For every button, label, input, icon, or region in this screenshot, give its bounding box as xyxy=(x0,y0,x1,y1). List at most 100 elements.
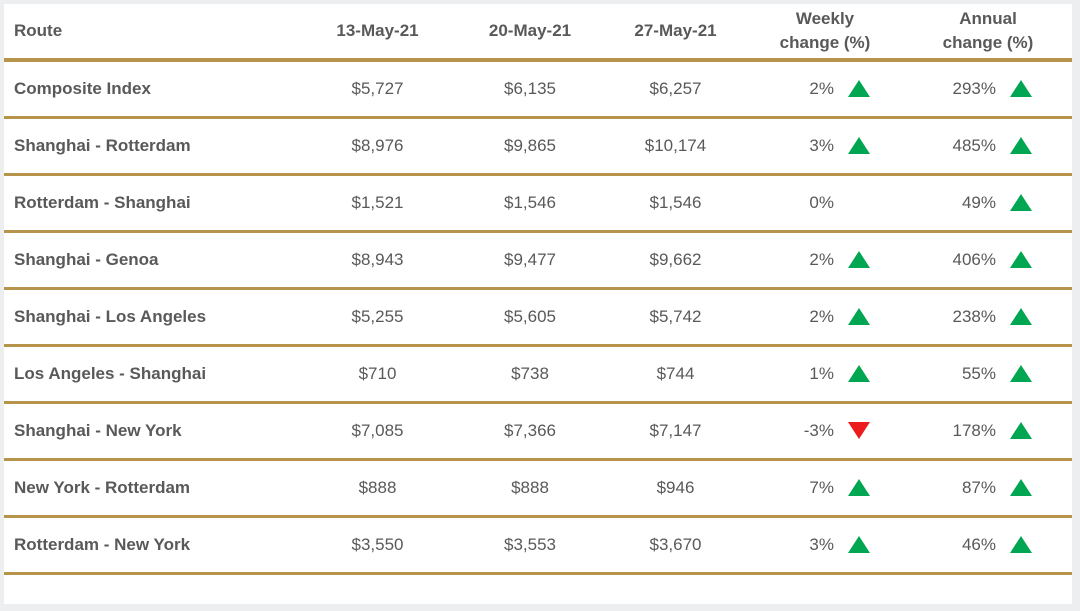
annual-change-cell: 55% xyxy=(904,345,1072,404)
rate-27-may: $5,742 xyxy=(605,288,746,347)
weekly-change-value: 2% xyxy=(809,306,834,326)
up-triangle-icon xyxy=(1010,536,1032,553)
annual-change-group: 178% xyxy=(904,421,1072,441)
weekly-change-cell: -3% xyxy=(746,402,904,461)
route-name: Los Angeles - Shanghai xyxy=(4,345,300,404)
annual-change-group: 46% xyxy=(904,535,1072,555)
rate-20-may: $3,553 xyxy=(455,516,605,575)
column-header-weekly-change: Weekly change (%) xyxy=(746,4,904,62)
weekly-change-value: 0% xyxy=(809,192,834,212)
weekly-change-value: 3% xyxy=(809,135,834,155)
up-triangle-icon xyxy=(1010,251,1032,268)
annual-change-group: 49% xyxy=(904,193,1072,213)
weekly-change-cell: 2% xyxy=(746,288,904,347)
freight-rate-table-card: Route 13-May-21 20-May-21 27-May-21 Week… xyxy=(4,4,1072,604)
route-name: Shanghai - Los Angeles xyxy=(4,288,300,347)
rate-27-may: $3,670 xyxy=(605,516,746,575)
column-header-route: Route xyxy=(4,4,300,62)
annual-change-value: 87% xyxy=(961,477,996,497)
up-triangle-icon xyxy=(1010,137,1032,154)
annual-change-cell: 238% xyxy=(904,288,1072,347)
annual-change-cell: 293% xyxy=(904,60,1072,119)
weekly-change-value: 2% xyxy=(809,249,834,269)
rate-13-may: $710 xyxy=(300,345,455,404)
freight-rate-table: Route 13-May-21 20-May-21 27-May-21 Week… xyxy=(4,4,1072,575)
annual-change-group: 55% xyxy=(904,364,1072,384)
table-header: Route 13-May-21 20-May-21 27-May-21 Week… xyxy=(4,4,1072,62)
rate-13-may: $1,521 xyxy=(300,174,455,233)
rate-20-may: $7,366 xyxy=(455,402,605,461)
annual-change-group: 87% xyxy=(904,478,1072,498)
annual-change-value: 485% xyxy=(952,135,996,155)
up-triangle-icon xyxy=(848,251,870,268)
weekly-change-value: 7% xyxy=(809,477,834,497)
up-triangle-icon xyxy=(1010,194,1032,211)
weekly-change-group: 1% xyxy=(746,364,904,384)
table-row: Rotterdam - New York $3,550 $3,553 $3,67… xyxy=(4,516,1072,575)
route-name: Shanghai - Rotterdam xyxy=(4,117,300,176)
rate-27-may: $946 xyxy=(605,459,746,518)
rate-13-may: $8,976 xyxy=(300,117,455,176)
up-triangle-icon xyxy=(848,479,870,496)
table-row: Shanghai - Los Angeles $5,255 $5,605 $5,… xyxy=(4,288,1072,347)
annual-change-cell: 46% xyxy=(904,516,1072,575)
annual-change-group: 406% xyxy=(904,250,1072,270)
rate-20-may: $1,546 xyxy=(455,174,605,233)
rate-20-may: $6,135 xyxy=(455,60,605,119)
route-name: Rotterdam - Shanghai xyxy=(4,174,300,233)
rate-20-may: $5,605 xyxy=(455,288,605,347)
weekly-change-cell: 2% xyxy=(746,60,904,119)
weekly-change-group: 2% xyxy=(746,307,904,327)
weekly-change-cell: 3% xyxy=(746,516,904,575)
weekly-change-value: -3% xyxy=(803,420,834,440)
annual-change-value: 406% xyxy=(952,249,996,269)
table-row: New York - Rotterdam $888 $888 $946 7% 8… xyxy=(4,459,1072,518)
weekly-change-cell: 3% xyxy=(746,117,904,176)
rate-13-may: $888 xyxy=(300,459,455,518)
rate-20-may: $888 xyxy=(455,459,605,518)
up-triangle-icon xyxy=(1010,80,1032,98)
rate-13-may: $8,943 xyxy=(300,231,455,290)
up-triangle-icon xyxy=(1010,365,1032,382)
column-header-27-may: 27-May-21 xyxy=(605,4,746,62)
route-name: Shanghai - Genoa xyxy=(4,231,300,290)
rate-27-may: $1,546 xyxy=(605,174,746,233)
table-row: Los Angeles - Shanghai $710 $738 $744 1%… xyxy=(4,345,1072,404)
route-name: Rotterdam - New York xyxy=(4,516,300,575)
weekly-change-value: 2% xyxy=(809,78,834,98)
weekly-change-value: 3% xyxy=(809,534,834,554)
weekly-change-value: 1% xyxy=(809,363,834,383)
weekly-change-group: 3% xyxy=(746,535,904,555)
up-triangle-icon xyxy=(848,308,870,325)
rate-20-may: $9,865 xyxy=(455,117,605,176)
annual-change-value: 238% xyxy=(952,306,996,326)
weekly-change-cell: 1% xyxy=(746,345,904,404)
up-triangle-icon xyxy=(1010,422,1032,439)
weekly-change-group: -3% xyxy=(746,421,904,441)
annual-change-value: 55% xyxy=(961,363,996,383)
annual-change-group: 485% xyxy=(904,136,1072,156)
up-triangle-icon xyxy=(848,536,870,553)
table-row: Shanghai - Genoa $8,943 $9,477 $9,662 2%… xyxy=(4,231,1072,290)
up-triangle-icon xyxy=(1010,308,1032,325)
annual-change-group: 238% xyxy=(904,307,1072,327)
annual-change-header-label: Annual change (%) xyxy=(942,9,1034,52)
annual-change-value: 46% xyxy=(961,534,996,554)
up-triangle-icon xyxy=(848,137,870,154)
weekly-change-header-label: Weekly change (%) xyxy=(779,9,871,52)
weekly-change-cell: 0% xyxy=(746,174,904,233)
table-body: Composite Index $5,727 $6,135 $6,257 2% … xyxy=(4,60,1072,575)
annual-change-value: 49% xyxy=(961,192,996,212)
rate-13-may: $3,550 xyxy=(300,516,455,575)
column-header-20-may: 20-May-21 xyxy=(455,4,605,62)
annual-change-value: 178% xyxy=(952,420,996,440)
annual-change-cell: 87% xyxy=(904,459,1072,518)
annual-change-cell: 49% xyxy=(904,174,1072,233)
column-header-annual-change: Annual change (%) xyxy=(904,4,1072,62)
rate-13-may: $5,727 xyxy=(300,60,455,119)
route-name: Shanghai - New York xyxy=(4,402,300,461)
rate-27-may: $7,147 xyxy=(605,402,746,461)
rate-13-may: $5,255 xyxy=(300,288,455,347)
table-row: Rotterdam - Shanghai $1,521 $1,546 $1,54… xyxy=(4,174,1072,233)
rate-27-may: $6,257 xyxy=(605,60,746,119)
